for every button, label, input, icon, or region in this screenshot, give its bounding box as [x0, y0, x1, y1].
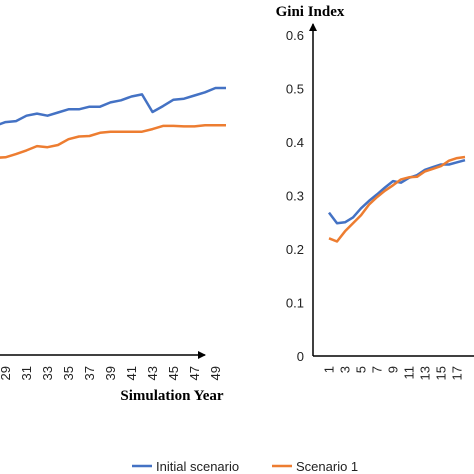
left-x-tick-label-7: 43 — [145, 366, 160, 380]
right-series-line-initial-scenario — [327, 158, 466, 225]
right-x-tick-label-0: 1 — [322, 366, 337, 373]
left-series-lines — [0, 86, 226, 159]
legend-label-initial-scenario: Initial scenario — [156, 459, 239, 474]
right-series-lines — [327, 155, 466, 243]
right-y-tick-labels: 0 0.1 0.2 0.3 0.4 0.5 0.6 — [286, 28, 304, 364]
right-x-tick-label-3: 7 — [370, 366, 385, 373]
right-line-chart: Gini Index 00.10.20.30.40.50.6 1 3 5 7 9 11 13… — [276, 4, 474, 380]
right-x-tick-label-6: 13 — [418, 366, 433, 380]
right-y-tick-label-2: 0.2 — [286, 242, 304, 257]
left-series-line-scenario-1 — [0, 124, 226, 159]
right-series-line-scenario-1 — [328, 155, 466, 243]
left-x-tick-label-8: 45 — [166, 366, 181, 380]
right-y-tick-label-5: 0.5 — [286, 82, 304, 97]
left-x-tick-label-10: 49 — [208, 366, 223, 380]
right-chart-title: Gini Index — [276, 4, 345, 20]
left-x-tick-label-4: 37 — [82, 366, 97, 380]
left-x-tick-label-6: 41 — [124, 366, 139, 380]
left-series-line-initial-scenario — [0, 86, 226, 126]
right-x-tick-label-5: 11 — [402, 366, 417, 380]
right-x-tick-label-7: 15 — [434, 366, 449, 380]
right-y-tick-label-4: 0.4 — [286, 135, 304, 150]
right-x-tick-labels: 1 3 5 7 9 11 13 15 17 — [322, 366, 465, 380]
left-x-tick-labels: 29 31 33 35 37 39 41 43 45 47 49 — [0, 366, 223, 380]
right-x-tick-label-2: 5 — [354, 366, 369, 373]
right-y-tick-label-0: 0 — [297, 349, 304, 364]
right-y-tick-label-6: 0.6 — [286, 28, 304, 43]
left-x-tick-label-9: 47 — [187, 366, 202, 380]
right-x-tick-label-1: 3 — [338, 366, 353, 373]
right-x-tick-label-8: 17 — [450, 366, 465, 380]
left-x-tick-label-0: 29 — [0, 366, 13, 380]
left-x-axis-title: Simulation Year — [120, 388, 224, 404]
legend-label-scenario-1: Scenario 1 — [296, 459, 358, 474]
left-x-tick-label-2: 33 — [40, 366, 55, 380]
right-y-tick-label-3: 0.3 — [286, 189, 304, 204]
right-x-tick-label-4: 9 — [386, 366, 401, 373]
left-x-tick-label-3: 35 — [61, 366, 76, 380]
left-x-tick-label-1: 31 — [19, 366, 34, 380]
left-x-tick-label-5: 39 — [103, 366, 118, 380]
left-line-chart: 29 31 33 35 37 39 41 43 45 47 49 Simulation Year — [0, 86, 226, 404]
legend: Initial scenario Scenario 1 — [132, 459, 358, 474]
right-y-tick-label-1: 0.1 — [286, 296, 304, 311]
